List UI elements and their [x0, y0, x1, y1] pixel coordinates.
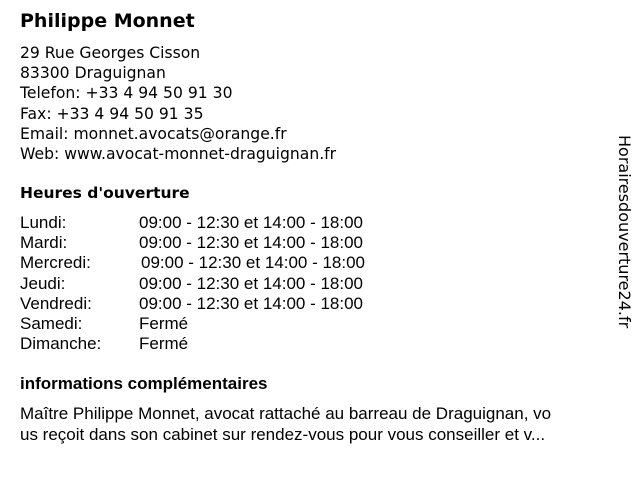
day: Lundi:	[20, 213, 67, 232]
info-line: us reçoit dans son cabinet sur rendez-vo…	[20, 424, 546, 444]
time: 09:00 - 12:30 et 14:00 - 18:00	[141, 253, 366, 273]
time: Fermé	[139, 314, 189, 334]
time: 09:00 - 12:30 et 14:00 - 18:00	[139, 293, 364, 313]
phone: Telefon: +33 4 94 50 91 30	[20, 84, 233, 103]
day: Jeudi:	[20, 273, 66, 293]
time: 09:00 - 12:30 et 14:00 - 18:00	[139, 233, 364, 253]
time: Fermé	[139, 334, 189, 354]
hours-row: Dimanche: Fermé	[20, 334, 365, 354]
info-line: Maître Philippe Monnet, avocat rattaché …	[20, 404, 552, 423]
time: 09:00 - 12:30 et 14:00 - 18:00	[139, 273, 364, 293]
day: Mercredi:	[20, 253, 91, 273]
website: Web: www.avocat-monnet-draguignan.fr	[20, 145, 337, 164]
city: 83300 Draguignan	[20, 64, 166, 83]
time: 09:00 - 12:30 et 14:00 - 18:00	[139, 213, 364, 232]
hours-row: Vendredi: 09:00 - 12:30 et 14:00 - 18:00	[20, 294, 365, 314]
watermark: Horairesdouverture24.fr	[615, 135, 634, 329]
hours-row: Lundi: 09:00 - 12:30 et 14:00 - 18:00	[20, 213, 365, 233]
info-text: Maître Philippe Monnet, avocat rattaché …	[20, 404, 635, 445]
day: Samedi:	[20, 314, 83, 334]
day: Mardi:	[20, 233, 68, 253]
hours-table: Lundi: 09:00 - 12:30 et 14:00 - 18:00 Mar…	[20, 213, 365, 354]
fax: Fax: +33 4 94 50 91 35	[20, 104, 204, 123]
hours-row: Jeudi: 09:00 - 12:30 et 14:00 - 18:00	[20, 274, 365, 294]
hours-row: Mardi: 09:00 - 12:30 et 14:00 - 18:00	[20, 233, 365, 253]
hours-heading: Heures d'ouverture	[20, 184, 190, 202]
street: 29 Rue Georges Cisson	[20, 44, 201, 62]
day: Vendredi:	[20, 293, 92, 313]
contact-block: 29 Rue Georges Cisson 83300 Draguignan T…	[20, 43, 336, 164]
hours-row: Mercredi: 09:00 - 12:30 et 14:00 - 18:00	[20, 253, 365, 273]
day: Dimanche:	[20, 334, 102, 354]
email: Email: monnet.avocats@orange.fr	[20, 124, 287, 143]
hours-row: Samedi: Fermé	[20, 314, 365, 334]
page-title: Philippe Monnet	[20, 10, 195, 32]
info-heading: informations complémentaires	[20, 374, 268, 393]
